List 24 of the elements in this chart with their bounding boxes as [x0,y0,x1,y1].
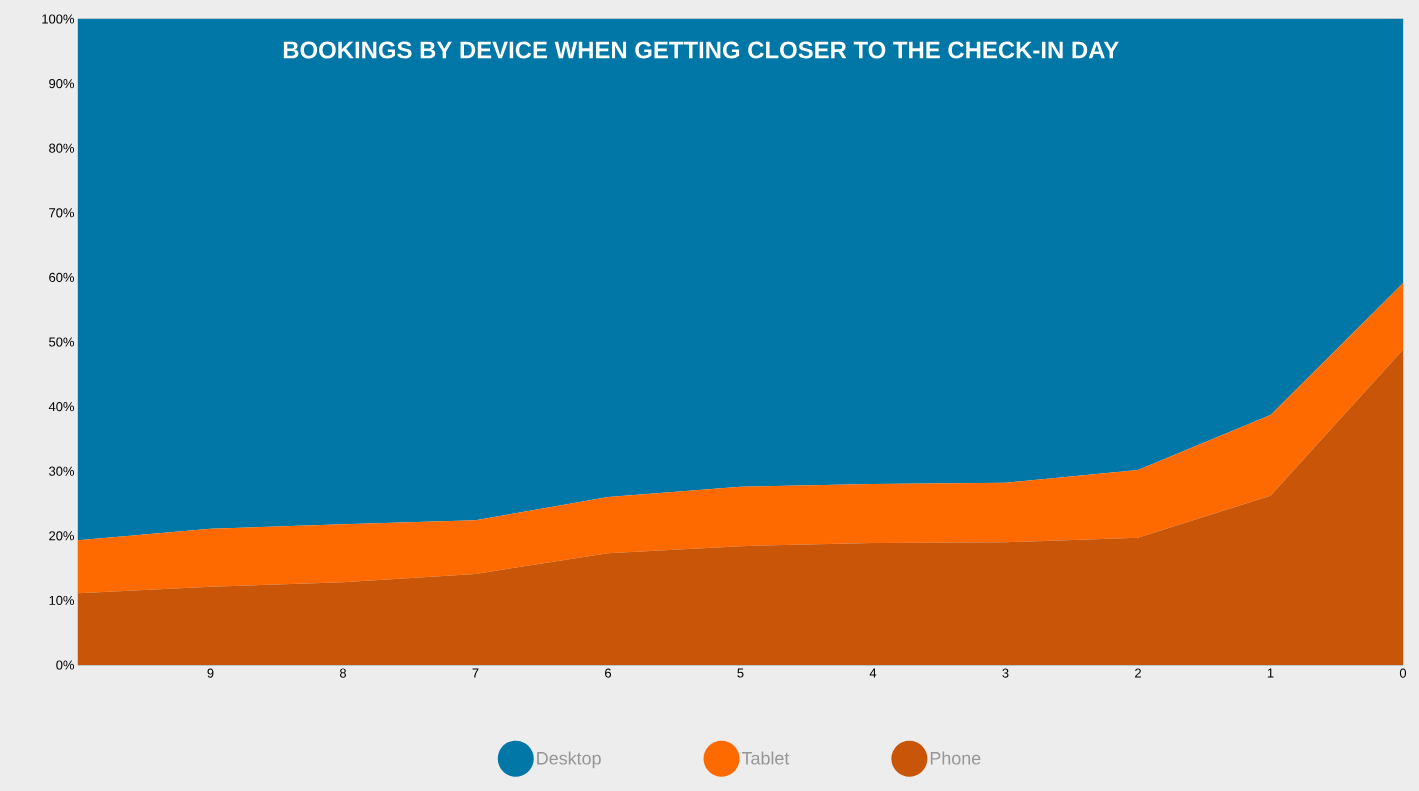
legend-label: Tablet [741,751,790,765]
x-tick-label: 4 [869,668,877,678]
x-tick-label: 8 [339,668,347,678]
x-tick-label: 2 [1135,668,1141,678]
x-tick-label: 1 [1267,668,1274,678]
y-tick-label: 10% [49,595,74,605]
y-tick-label: 20% [49,531,74,541]
y-tick-label: 100% [42,14,74,24]
x-tick-label: 0 [1399,668,1407,678]
y-tick-label: 30% [49,466,74,476]
y-tick-label: 80% [49,143,74,153]
y-tick-label: 70% [49,208,74,218]
y-tick-label: 90% [49,79,74,89]
y-tick-label: 50% [49,337,74,347]
x-tick-label: 9 [207,668,214,678]
x-tick-label: 3 [1002,668,1009,678]
legend-label: Desktop [537,751,601,769]
y-tick-label: 40% [48,402,74,412]
x-tick-label: 6 [605,668,612,678]
x-tick-label: 5 [737,668,744,678]
x-tick-label: 7 [472,668,479,678]
y-tick-label: 60% [49,272,74,282]
legend-label: Phone [930,751,981,765]
y-tick-label: 0% [56,660,75,670]
